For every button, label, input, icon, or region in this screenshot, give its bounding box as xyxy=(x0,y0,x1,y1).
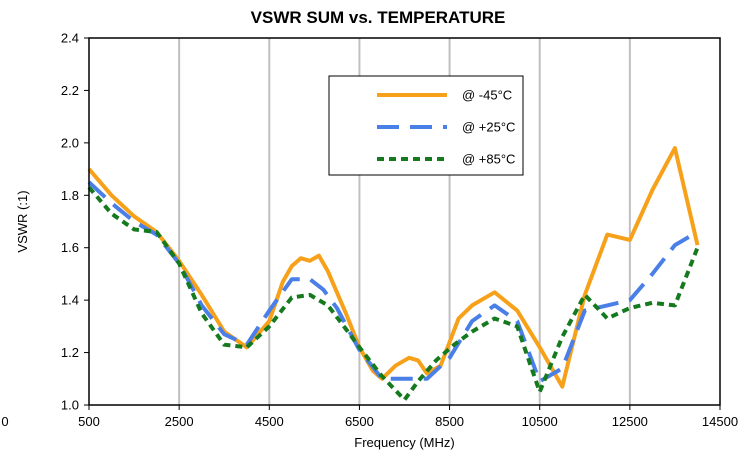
stray-tick-label: 0 xyxy=(1,414,8,429)
y-tick-label: 2.0 xyxy=(61,135,79,150)
series-line-3 xyxy=(87,186,700,402)
y-tick-label: 1.4 xyxy=(61,293,79,308)
y-tick-label: 1.0 xyxy=(61,398,79,413)
x-tick-label: 500 xyxy=(78,414,100,429)
series-line-2 xyxy=(87,180,699,384)
x-tick-label: 14500 xyxy=(702,414,738,429)
x-tick-label: 6500 xyxy=(345,414,374,429)
y-tick-label: 1.8 xyxy=(61,188,79,203)
chart-title: VSWR SUM vs. TEMPERATURE xyxy=(251,8,506,27)
legend-label-3: @ +85°C xyxy=(462,152,515,167)
legend-label-1: @ -45°C xyxy=(462,88,512,103)
x-axis-label: Frequency (MHz) xyxy=(354,435,454,450)
y-tick-label: 2.2 xyxy=(61,83,79,98)
y-tick-label: 1.2 xyxy=(61,345,79,360)
x-tick-label: 4500 xyxy=(255,414,284,429)
y-axis-ticks: 1.0 1.2 1.4 1.6 1.8 2.0 2.2 2.4 xyxy=(61,31,89,413)
x-axis-ticks: 500 2500 4500 6500 8500 10500 12500 14500 xyxy=(78,405,738,429)
y-axis-label: VSWR (:1) xyxy=(15,190,30,252)
x-tick-label: 12500 xyxy=(612,414,648,429)
y-tick-label: 1.6 xyxy=(61,240,79,255)
series-layer xyxy=(87,146,700,402)
y-tick-label: 2.4 xyxy=(61,31,79,46)
series-line-1 xyxy=(87,146,700,389)
x-tick-label: 8500 xyxy=(435,414,464,429)
plot-frame xyxy=(88,37,721,406)
legend: @ -45°C @ +25°C @ +85°C xyxy=(328,75,524,176)
legend-label-2: @ +25°C xyxy=(462,120,515,135)
x-tick-label: 10500 xyxy=(522,414,558,429)
x-tick-label: 2500 xyxy=(165,414,194,429)
